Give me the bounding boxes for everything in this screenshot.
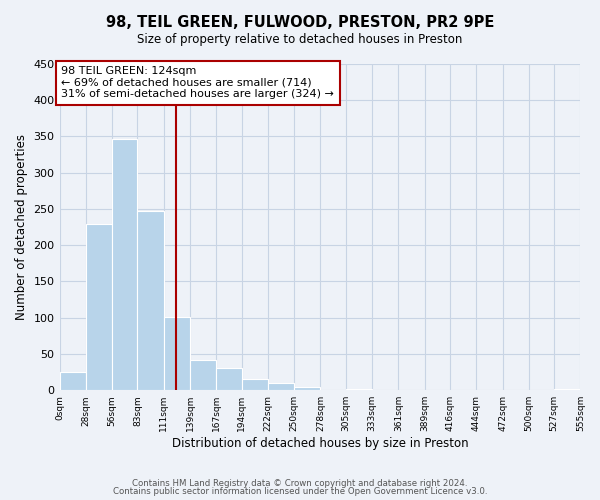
Text: Contains public sector information licensed under the Open Government Licence v3: Contains public sector information licen… [113, 487, 487, 496]
Bar [164, 317, 190, 390]
Text: Contains HM Land Registry data © Crown copyright and database right 2024.: Contains HM Land Registry data © Crown c… [132, 478, 468, 488]
Bar [112, 140, 137, 390]
Bar [86, 224, 112, 390]
Y-axis label: Number of detached properties: Number of detached properties [15, 134, 28, 320]
Text: 98 TEIL GREEN: 124sqm
← 69% of detached houses are smaller (714)
31% of semi-det: 98 TEIL GREEN: 124sqm ← 69% of detached … [61, 66, 334, 100]
Bar [268, 383, 294, 390]
Bar [59, 372, 86, 390]
Text: 98, TEIL GREEN, FULWOOD, PRESTON, PR2 9PE: 98, TEIL GREEN, FULWOOD, PRESTON, PR2 9P… [106, 15, 494, 30]
Text: Size of property relative to detached houses in Preston: Size of property relative to detached ho… [137, 32, 463, 46]
Bar [190, 360, 216, 390]
X-axis label: Distribution of detached houses by size in Preston: Distribution of detached houses by size … [172, 437, 469, 450]
Bar [242, 378, 268, 390]
Bar [137, 211, 164, 390]
Bar [554, 389, 580, 390]
Bar [294, 388, 320, 390]
Bar [216, 368, 242, 390]
